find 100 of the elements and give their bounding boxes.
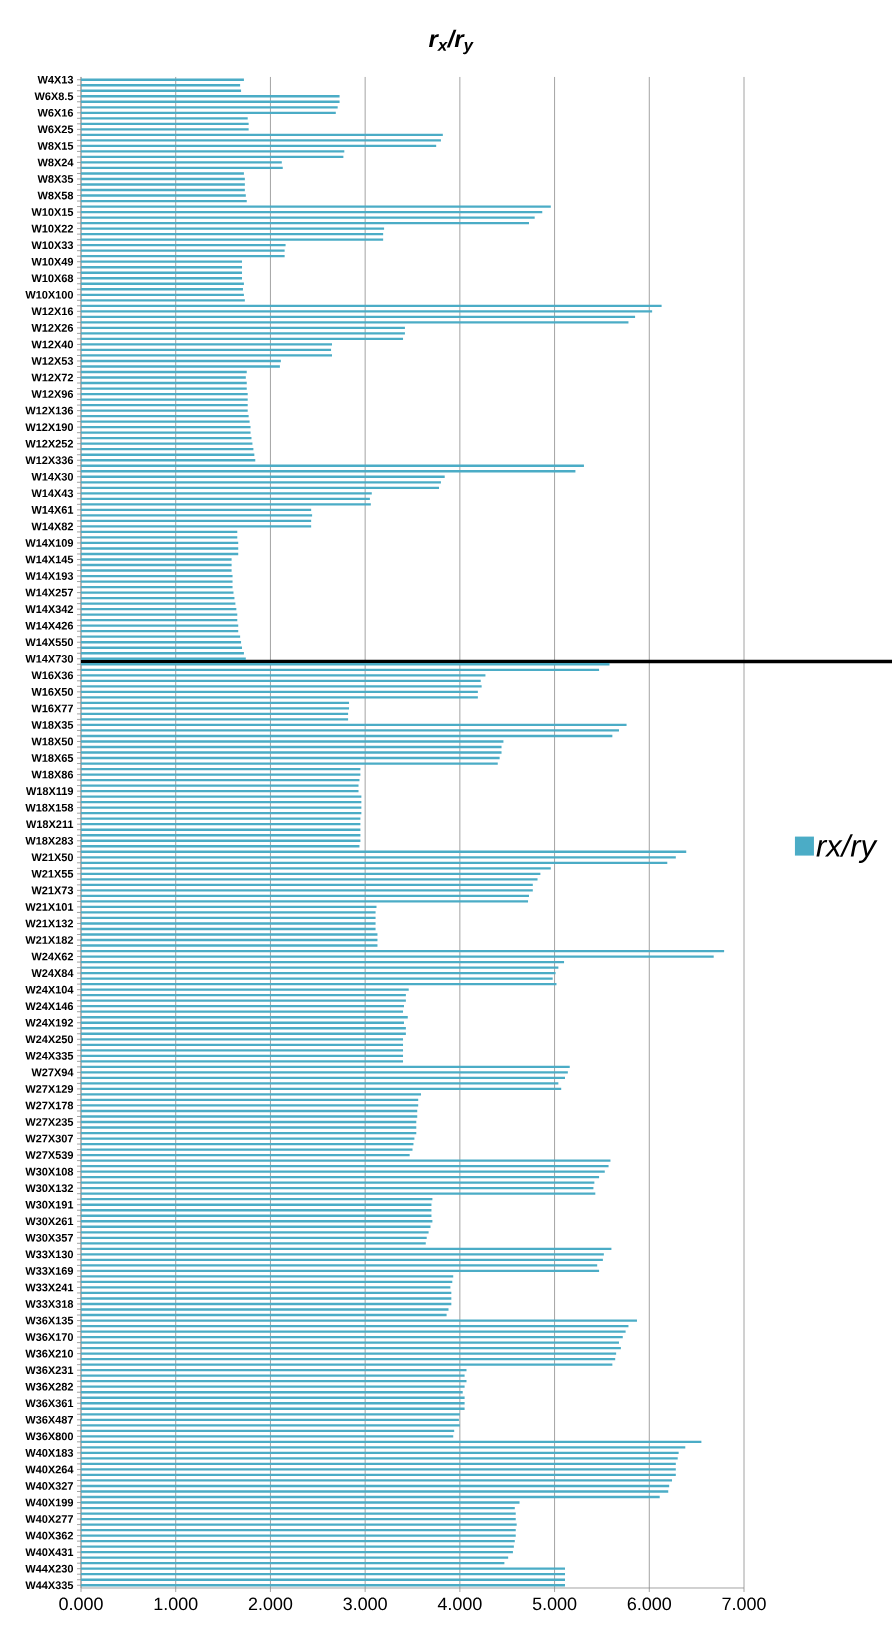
bar bbox=[81, 911, 376, 914]
y-tick-label: W10X68 bbox=[31, 274, 74, 283]
bar bbox=[81, 1534, 516, 1537]
bar bbox=[81, 216, 535, 219]
y-tick-label: W33X130 bbox=[25, 1250, 74, 1259]
x-tick-label: 6.000 bbox=[627, 1597, 672, 1611]
bar bbox=[81, 729, 619, 732]
bar bbox=[81, 194, 246, 197]
y-tick-label: W18X283 bbox=[25, 836, 74, 845]
y-tick-label: W21X101 bbox=[25, 903, 74, 911]
bar bbox=[81, 944, 378, 947]
y-tick-label: W27X539 bbox=[25, 1151, 74, 1159]
bar bbox=[81, 696, 478, 699]
bar bbox=[81, 740, 504, 743]
y-tick-label: W24X62 bbox=[31, 952, 74, 961]
bar bbox=[81, 1082, 559, 1085]
bar bbox=[81, 1490, 669, 1493]
y-tick-label: W27X94 bbox=[31, 1068, 74, 1077]
y-tick-label: W40X327 bbox=[25, 1482, 73, 1490]
bar bbox=[81, 795, 362, 798]
bar bbox=[81, 547, 239, 550]
y-tick-label: W30X132 bbox=[25, 1184, 74, 1193]
y-tick-label: W24X335 bbox=[25, 1051, 74, 1060]
y-tick-label: W21X182 bbox=[25, 936, 74, 944]
bar bbox=[81, 161, 282, 164]
bar bbox=[81, 762, 498, 765]
bar bbox=[81, 1148, 413, 1151]
y-tick-label: W14X426 bbox=[25, 621, 74, 630]
y-tick-label: W14X342 bbox=[25, 605, 74, 614]
bar bbox=[81, 1170, 605, 1173]
y-tick-label: W21X132 bbox=[25, 919, 74, 928]
y-tick-label: W30X108 bbox=[25, 1167, 74, 1176]
y-tick-label: W14X145 bbox=[25, 555, 74, 564]
bar bbox=[81, 1501, 520, 1504]
legend-label: rx/ry bbox=[816, 834, 878, 863]
y-tick-label: W44X335 bbox=[25, 1581, 74, 1590]
bar bbox=[81, 1297, 452, 1300]
y-tick-label: W33X169 bbox=[25, 1267, 74, 1275]
y-tick-label: W8X24 bbox=[37, 158, 74, 167]
bar bbox=[81, 332, 405, 335]
y-tick-label: W27X235 bbox=[25, 1118, 74, 1126]
bar bbox=[81, 1352, 617, 1355]
bar bbox=[81, 1457, 678, 1460]
bar bbox=[81, 1341, 619, 1344]
y-tick-label: W27X307 bbox=[25, 1134, 73, 1143]
bar bbox=[81, 1446, 686, 1449]
x-tick-label: 1.000 bbox=[154, 1597, 198, 1611]
y-tick-label: W36X231 bbox=[25, 1366, 74, 1375]
bar bbox=[81, 150, 345, 153]
bar bbox=[81, 128, 249, 131]
y-tick-label: W10X15 bbox=[31, 208, 74, 216]
bar bbox=[81, 1286, 451, 1289]
bar bbox=[81, 988, 409, 991]
y-tick-label: W18X158 bbox=[25, 803, 74, 812]
y-tick-label: W10X22 bbox=[31, 224, 74, 233]
y-tick-label: W16X36 bbox=[31, 671, 74, 680]
y-tick-label: W30X191 bbox=[25, 1200, 74, 1209]
bar bbox=[81, 1060, 404, 1063]
bar bbox=[81, 773, 361, 776]
y-tick-label: W12X252 bbox=[25, 439, 74, 448]
x-tick-label: 4.000 bbox=[437, 1597, 482, 1611]
y-tick-label: W12X96 bbox=[31, 390, 74, 398]
bar bbox=[81, 784, 359, 787]
bar bbox=[81, 343, 332, 346]
bar bbox=[81, 321, 629, 324]
y-tick-label: W40X199 bbox=[25, 1498, 74, 1507]
bar bbox=[81, 365, 280, 368]
bar bbox=[81, 1137, 415, 1140]
bar bbox=[81, 1435, 454, 1438]
y-tick-label: W18X119 bbox=[25, 787, 74, 795]
bar bbox=[81, 1071, 568, 1074]
y-tick-label: W6X25 bbox=[37, 125, 74, 134]
y-tick-label: W14X730 bbox=[25, 654, 74, 663]
bar bbox=[81, 1253, 604, 1256]
bar bbox=[81, 1468, 676, 1471]
bar bbox=[81, 1159, 611, 1162]
bar bbox=[81, 889, 533, 892]
y-tick-label: W14X82 bbox=[31, 522, 74, 531]
y-tick-label: W24X146 bbox=[25, 1002, 74, 1011]
y-tick-label: W16X50 bbox=[31, 687, 74, 696]
bar bbox=[81, 591, 234, 594]
y-tick-label: W14X257 bbox=[25, 588, 73, 597]
bar bbox=[81, 955, 714, 958]
bar bbox=[81, 558, 232, 561]
bar bbox=[81, 1275, 454, 1278]
x-tick-label: 0.000 bbox=[59, 1597, 103, 1611]
y-tick-label: W10X33 bbox=[31, 241, 74, 250]
x-tick-label: 7.000 bbox=[722, 1597, 766, 1611]
bar bbox=[81, 514, 313, 517]
y-tick-label: W10X49 bbox=[31, 257, 74, 266]
y-tick-label: W33X241 bbox=[25, 1283, 74, 1292]
bar bbox=[81, 966, 559, 969]
y-tick-label: W40X264 bbox=[25, 1465, 74, 1474]
y-tick-label: W16X77 bbox=[31, 704, 73, 713]
bar bbox=[81, 183, 245, 186]
y-tick-label: W27X178 bbox=[25, 1101, 74, 1110]
y-tick-label: W44X230 bbox=[25, 1564, 74, 1573]
y-tick-label: W6X16 bbox=[37, 108, 74, 117]
y-tick-label: W36X135 bbox=[25, 1316, 74, 1325]
bar bbox=[81, 376, 246, 379]
